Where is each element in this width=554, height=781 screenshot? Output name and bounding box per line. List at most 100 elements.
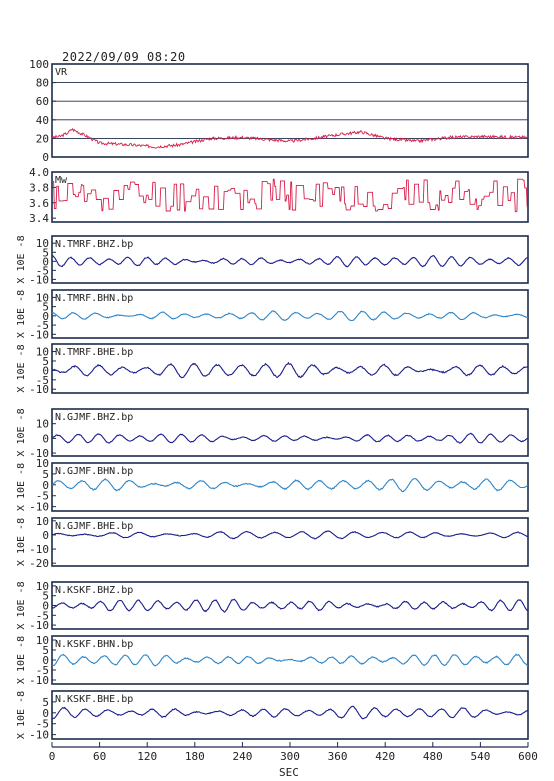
x-tick-label: 0 [49,750,56,763]
y-tick-label: 10 [36,291,49,304]
y-tick-label: 0 [42,479,49,492]
y-tick-label: -10 [29,273,49,286]
y-tick-label: 80 [36,77,49,90]
panel-frame [51,343,529,394]
x-tick-label: 60 [93,750,106,763]
y-tick-label: -5 [36,264,49,277]
y-tick-label: 10 [36,515,49,528]
y-tick-label: 10 [36,580,49,593]
y-tick-label: 20 [36,132,49,145]
y-tick-label: 10 [36,346,49,359]
y-tick-label: 5 [42,301,49,314]
panel-label: N.GJMF.BHN.bp [55,466,133,477]
panel-frame [51,171,529,223]
y-unit-label: X 10E -8 [16,636,27,684]
y-tick-label: -10 [29,619,49,632]
panel-frame [51,289,529,339]
y-tick-label: 100 [29,58,49,71]
panel-label: N.GJMF.BHE.bp [55,521,133,532]
y-tick-label: -20 [29,557,49,570]
panel-label: N.KSKF.BHE.bp [55,694,133,705]
panel-label: N.KSKF.BHN.bp [55,639,133,650]
y-tick-label: 10 [36,457,49,470]
series-line [51,310,529,322]
y-tick-label: -10 [29,328,49,341]
x-tick-label: 120 [137,750,157,763]
y-tick-label: -5 [36,319,49,332]
panel-label: N.TMRF.BHE.bp [55,347,133,358]
y-unit-label: X 10E -8 [16,518,27,566]
y-unit-label: X 10E -8 [16,235,27,283]
series-line [51,432,529,444]
panel-label: VR [55,67,68,78]
y-tick-label: -5 [36,718,49,731]
series-line [52,178,528,213]
panel-frame [51,63,529,158]
panel-frame [51,408,529,457]
y-tick-label: 0 [42,707,49,720]
x-tick-label: 240 [232,750,252,763]
series-line [51,361,529,379]
y-tick-label: 0 [42,432,49,445]
y-tick-label: 3.6 [29,197,49,210]
x-tick-label: 540 [470,750,490,763]
y-unit-label: X 10E -8 [16,408,27,456]
y-tick-label: -5 [36,374,49,387]
y-tick-label: 10 [36,237,49,250]
y-tick-label: -10 [29,501,49,514]
y-tick-label: 0 [42,364,49,377]
y-tick-label: -10 [29,729,49,742]
panel-label: N.TMRF.BHZ.bp [55,239,133,250]
panel-frame [51,690,529,740]
series-line [51,705,529,720]
y-tick-label: 10 [36,418,49,431]
x-tick-label: 480 [423,750,443,763]
series-line [51,127,529,149]
x-tick-label: 600 [518,750,538,763]
y-unit-label: X 10E -8 [16,344,27,392]
y-tick-label: 10 [36,634,49,647]
y-tick-label: 0 [42,310,49,323]
x-axis-label: SEC [279,766,299,779]
y-unit-label: X 10E -8 [16,463,27,511]
figure-title: 2022/09/09 08:20 [62,50,186,64]
series-line [51,530,529,540]
x-tick-label: 180 [185,750,205,763]
panel-label: N.TMRF.BHN.bp [55,293,133,304]
y-tick-label: -10 [29,447,49,460]
y-tick-label: 60 [36,95,49,108]
y-tick-label: 5 [42,468,49,481]
y-tick-label: -10 [29,383,49,396]
y-tick-label: 0 [42,600,49,613]
y-tick-label: -5 [36,490,49,503]
y-unit-label: X 10E -8 [16,691,27,739]
y-tick-label: 0 [42,529,49,542]
series-line [51,254,529,268]
panel-label: N.GJMF.BHZ.bp [55,412,133,423]
y-tick-label: -10 [29,674,49,687]
y-unit-label: X 10E -8 [16,581,27,629]
series-line [51,598,529,613]
y-tick-label: 40 [36,114,49,127]
x-tick-label: 420 [375,750,395,763]
y-unit-label: X 10E -8 [16,290,27,338]
series-line [51,478,529,493]
y-tick-label: 5 [42,355,49,368]
y-tick-label: -10 [29,543,49,556]
y-tick-label: -5 [36,609,49,622]
y-tick-label: 0 [42,255,49,268]
panel-frame [51,235,529,284]
y-tick-label: -5 [36,664,49,677]
x-tick-label: 300 [280,750,300,763]
y-tick-label: 0 [42,151,49,164]
panel-frame [51,517,529,567]
y-tick-label: 3.8 [29,181,49,194]
series-line [51,653,528,667]
x-tick-label: 360 [328,750,348,763]
y-tick-label: 4.0 [29,166,49,179]
y-tick-label: 0 [42,654,49,667]
y-tick-label: 5 [42,696,49,709]
panel-label: N.KSKF.BHZ.bp [55,585,133,596]
